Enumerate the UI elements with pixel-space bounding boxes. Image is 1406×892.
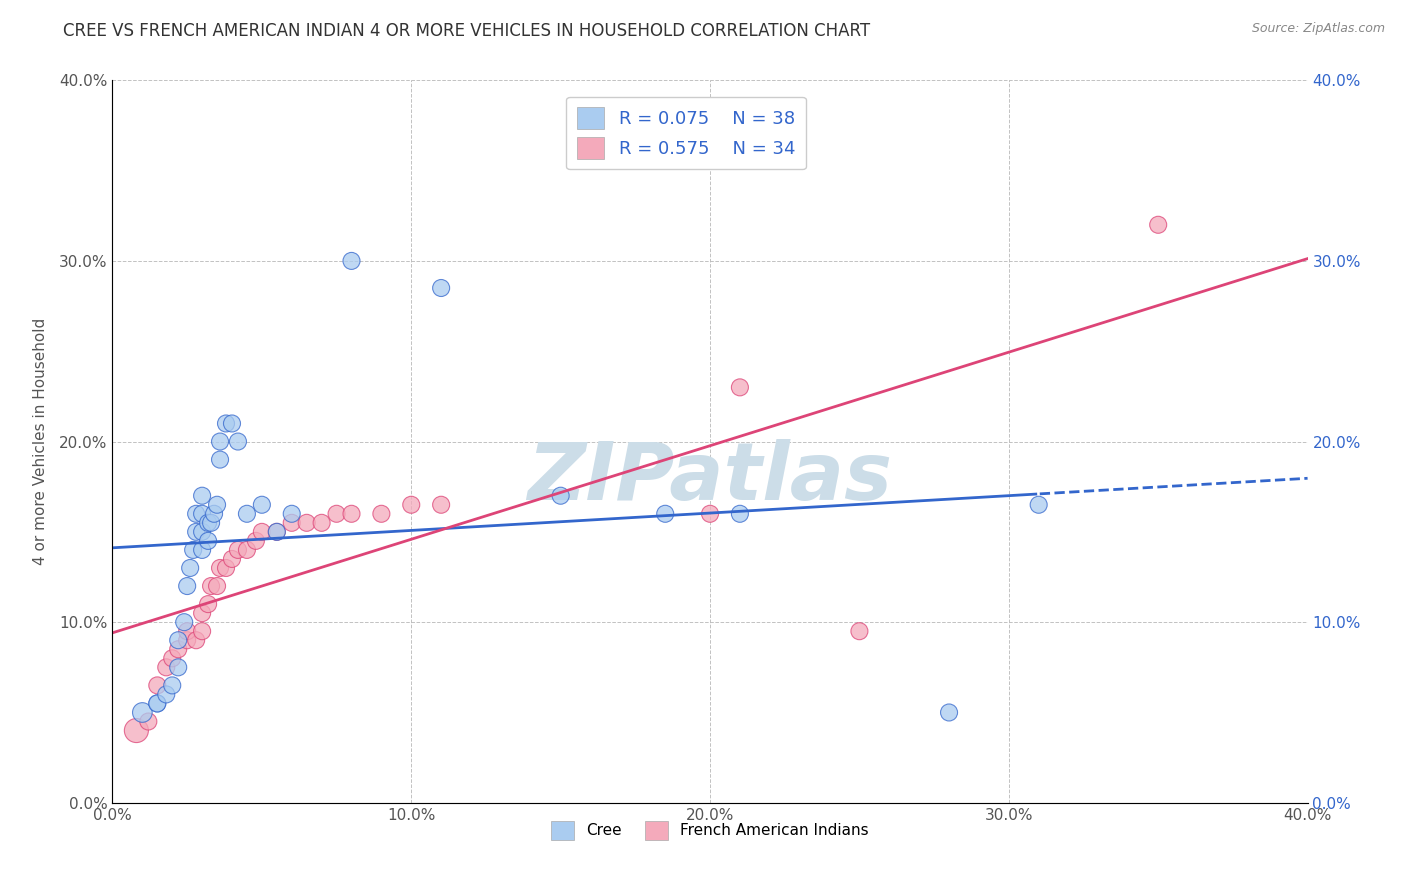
- Point: [155, 660, 177, 674]
- Point: [281, 516, 304, 530]
- Point: [138, 714, 160, 729]
- Point: [311, 516, 333, 530]
- Point: [221, 417, 243, 431]
- Point: [550, 489, 572, 503]
- Point: [186, 507, 208, 521]
- Point: [191, 507, 214, 521]
- Point: [155, 687, 177, 701]
- Point: [728, 380, 751, 394]
- Point: [226, 434, 249, 449]
- Point: [181, 542, 204, 557]
- Point: [245, 533, 267, 548]
- Point: [728, 507, 751, 521]
- Point: [1028, 498, 1050, 512]
- Point: [209, 452, 232, 467]
- Point: [221, 552, 243, 566]
- Point: [281, 507, 304, 521]
- Point: [167, 642, 190, 657]
- Point: [266, 524, 288, 539]
- Point: [167, 633, 190, 648]
- Point: [654, 507, 676, 521]
- Point: [215, 561, 238, 575]
- Point: [205, 498, 228, 512]
- Point: [401, 498, 423, 512]
- Text: ZIPatlas: ZIPatlas: [527, 439, 893, 516]
- Point: [250, 498, 273, 512]
- Point: [191, 489, 214, 503]
- Point: [176, 579, 198, 593]
- Point: [236, 542, 259, 557]
- Text: Source: ZipAtlas.com: Source: ZipAtlas.com: [1251, 22, 1385, 36]
- Point: [340, 507, 363, 521]
- Point: [176, 633, 198, 648]
- Point: [200, 579, 222, 593]
- Point: [325, 507, 347, 521]
- Point: [370, 507, 392, 521]
- Point: [197, 516, 219, 530]
- Point: [938, 706, 960, 720]
- Point: [191, 542, 214, 557]
- Point: [848, 624, 870, 639]
- Point: [146, 697, 169, 711]
- Point: [200, 516, 222, 530]
- Point: [266, 524, 288, 539]
- Y-axis label: 4 or more Vehicles in Household: 4 or more Vehicles in Household: [32, 318, 48, 566]
- Point: [146, 678, 169, 692]
- Point: [186, 633, 208, 648]
- Point: [209, 561, 232, 575]
- Point: [202, 507, 225, 521]
- Point: [146, 697, 169, 711]
- Text: CREE VS FRENCH AMERICAN INDIAN 4 OR MORE VEHICLES IN HOUSEHOLD CORRELATION CHART: CREE VS FRENCH AMERICAN INDIAN 4 OR MORE…: [63, 22, 870, 40]
- Point: [430, 498, 453, 512]
- Point: [162, 678, 183, 692]
- Point: [167, 660, 190, 674]
- Legend: Cree, French American Indians: Cree, French American Indians: [546, 815, 875, 846]
- Point: [186, 524, 208, 539]
- Point: [191, 606, 214, 620]
- Point: [205, 579, 228, 593]
- Point: [236, 507, 259, 521]
- Point: [131, 706, 153, 720]
- Point: [215, 417, 238, 431]
- Point: [209, 434, 232, 449]
- Point: [191, 524, 214, 539]
- Point: [197, 597, 219, 611]
- Point: [191, 624, 214, 639]
- Point: [430, 281, 453, 295]
- Point: [176, 624, 198, 639]
- Point: [250, 524, 273, 539]
- Point: [699, 507, 721, 521]
- Point: [197, 533, 219, 548]
- Point: [125, 723, 148, 738]
- Point: [162, 651, 183, 665]
- Point: [173, 615, 195, 630]
- Point: [179, 561, 201, 575]
- Point: [340, 254, 363, 268]
- Point: [1147, 218, 1170, 232]
- Point: [295, 516, 318, 530]
- Point: [226, 542, 249, 557]
